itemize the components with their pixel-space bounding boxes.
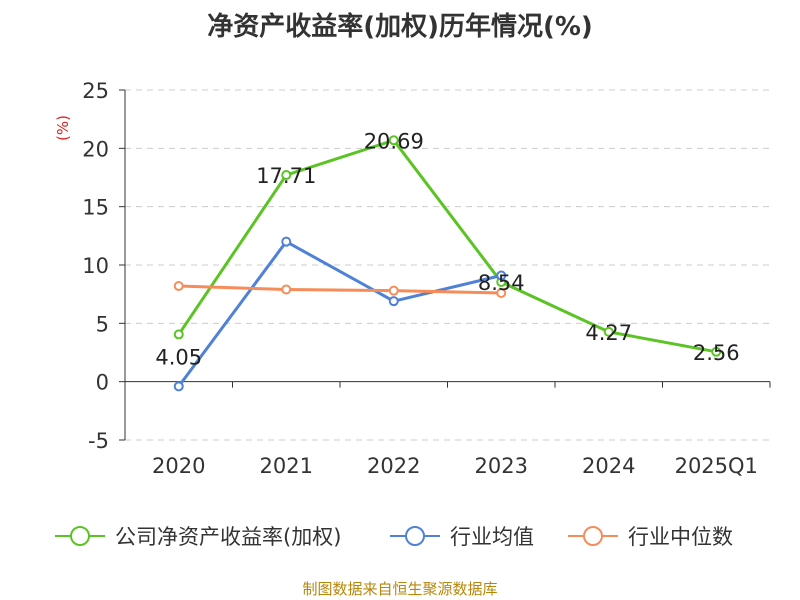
chart-title: 净资产收益率(加权)历年情况(%) — [207, 12, 593, 42]
y-tick-label: 20 — [82, 137, 109, 161]
data-point — [388, 285, 399, 296]
data-point — [173, 281, 184, 291]
data-label: 8.54 — [478, 271, 525, 295]
chart-source: 制图数据来自恒生聚源数据库 — [302, 580, 498, 598]
data-label: 20.69 — [364, 129, 424, 153]
data-point — [496, 270, 507, 281]
legend: 公司净资产收益率(加权) 行业均值 行业中位数 — [55, 525, 733, 549]
series-line-0 — [177, 138, 717, 354]
data-label: 4.05 — [155, 345, 202, 369]
y-tick-label: 0 — [96, 371, 109, 395]
y-tick-label: 15 — [82, 196, 109, 220]
data-label: 2.56 — [693, 341, 740, 365]
legend-label: 行业中位数 — [628, 525, 733, 549]
x-tick-label: 2022 — [367, 454, 420, 478]
data-point — [173, 381, 184, 392]
data-point — [603, 326, 614, 337]
legend-item: 行业中位数 — [568, 525, 733, 549]
data-label: 4.27 — [585, 321, 632, 345]
series-line-2 — [178, 284, 502, 295]
y-tick-label: 10 — [82, 254, 109, 278]
data-point — [281, 284, 292, 295]
data-point — [388, 296, 399, 307]
x-tick-label: 2025Q1 — [675, 454, 758, 478]
x-tick-label: 2020 — [152, 454, 205, 478]
legend-marker — [405, 526, 425, 546]
data-point — [711, 346, 722, 357]
x-tick-label: 2024 — [582, 454, 635, 478]
data-point — [388, 135, 399, 146]
data-point — [281, 170, 292, 181]
legend-label: 行业均值 — [450, 525, 534, 549]
x-tick-label: 2023 — [475, 454, 528, 478]
legend-label: 公司净资产收益率(加权) — [115, 525, 341, 549]
y-tick-label: 5 — [96, 312, 109, 336]
axis-layer: -5 0 5 10 15 20 25 (%) 2020 2021 2022 2023 2024 2025Q… — [54, 79, 771, 478]
data-point — [281, 236, 292, 247]
grid-layer — [125, 89, 770, 441]
y-tick-label: 25 — [82, 79, 109, 103]
legend-marker — [70, 526, 90, 546]
data-point — [173, 329, 184, 340]
y-tick-label: -5 — [88, 429, 109, 453]
x-tick-label: 2021 — [260, 454, 313, 478]
legend-marker — [583, 526, 603, 546]
data-point — [496, 288, 507, 298]
legend-item: 公司净资产收益率(加权) — [55, 525, 341, 549]
series-line-1 — [177, 240, 502, 388]
y-axis-label: (%) — [54, 115, 72, 141]
legend-item: 行业均值 — [390, 525, 534, 549]
data-label: 17.71 — [256, 164, 316, 188]
series-layer — [173, 135, 722, 392]
label-layer: 4.05 17.71 20.69 8.54 4.27 2.56 — [155, 129, 739, 369]
